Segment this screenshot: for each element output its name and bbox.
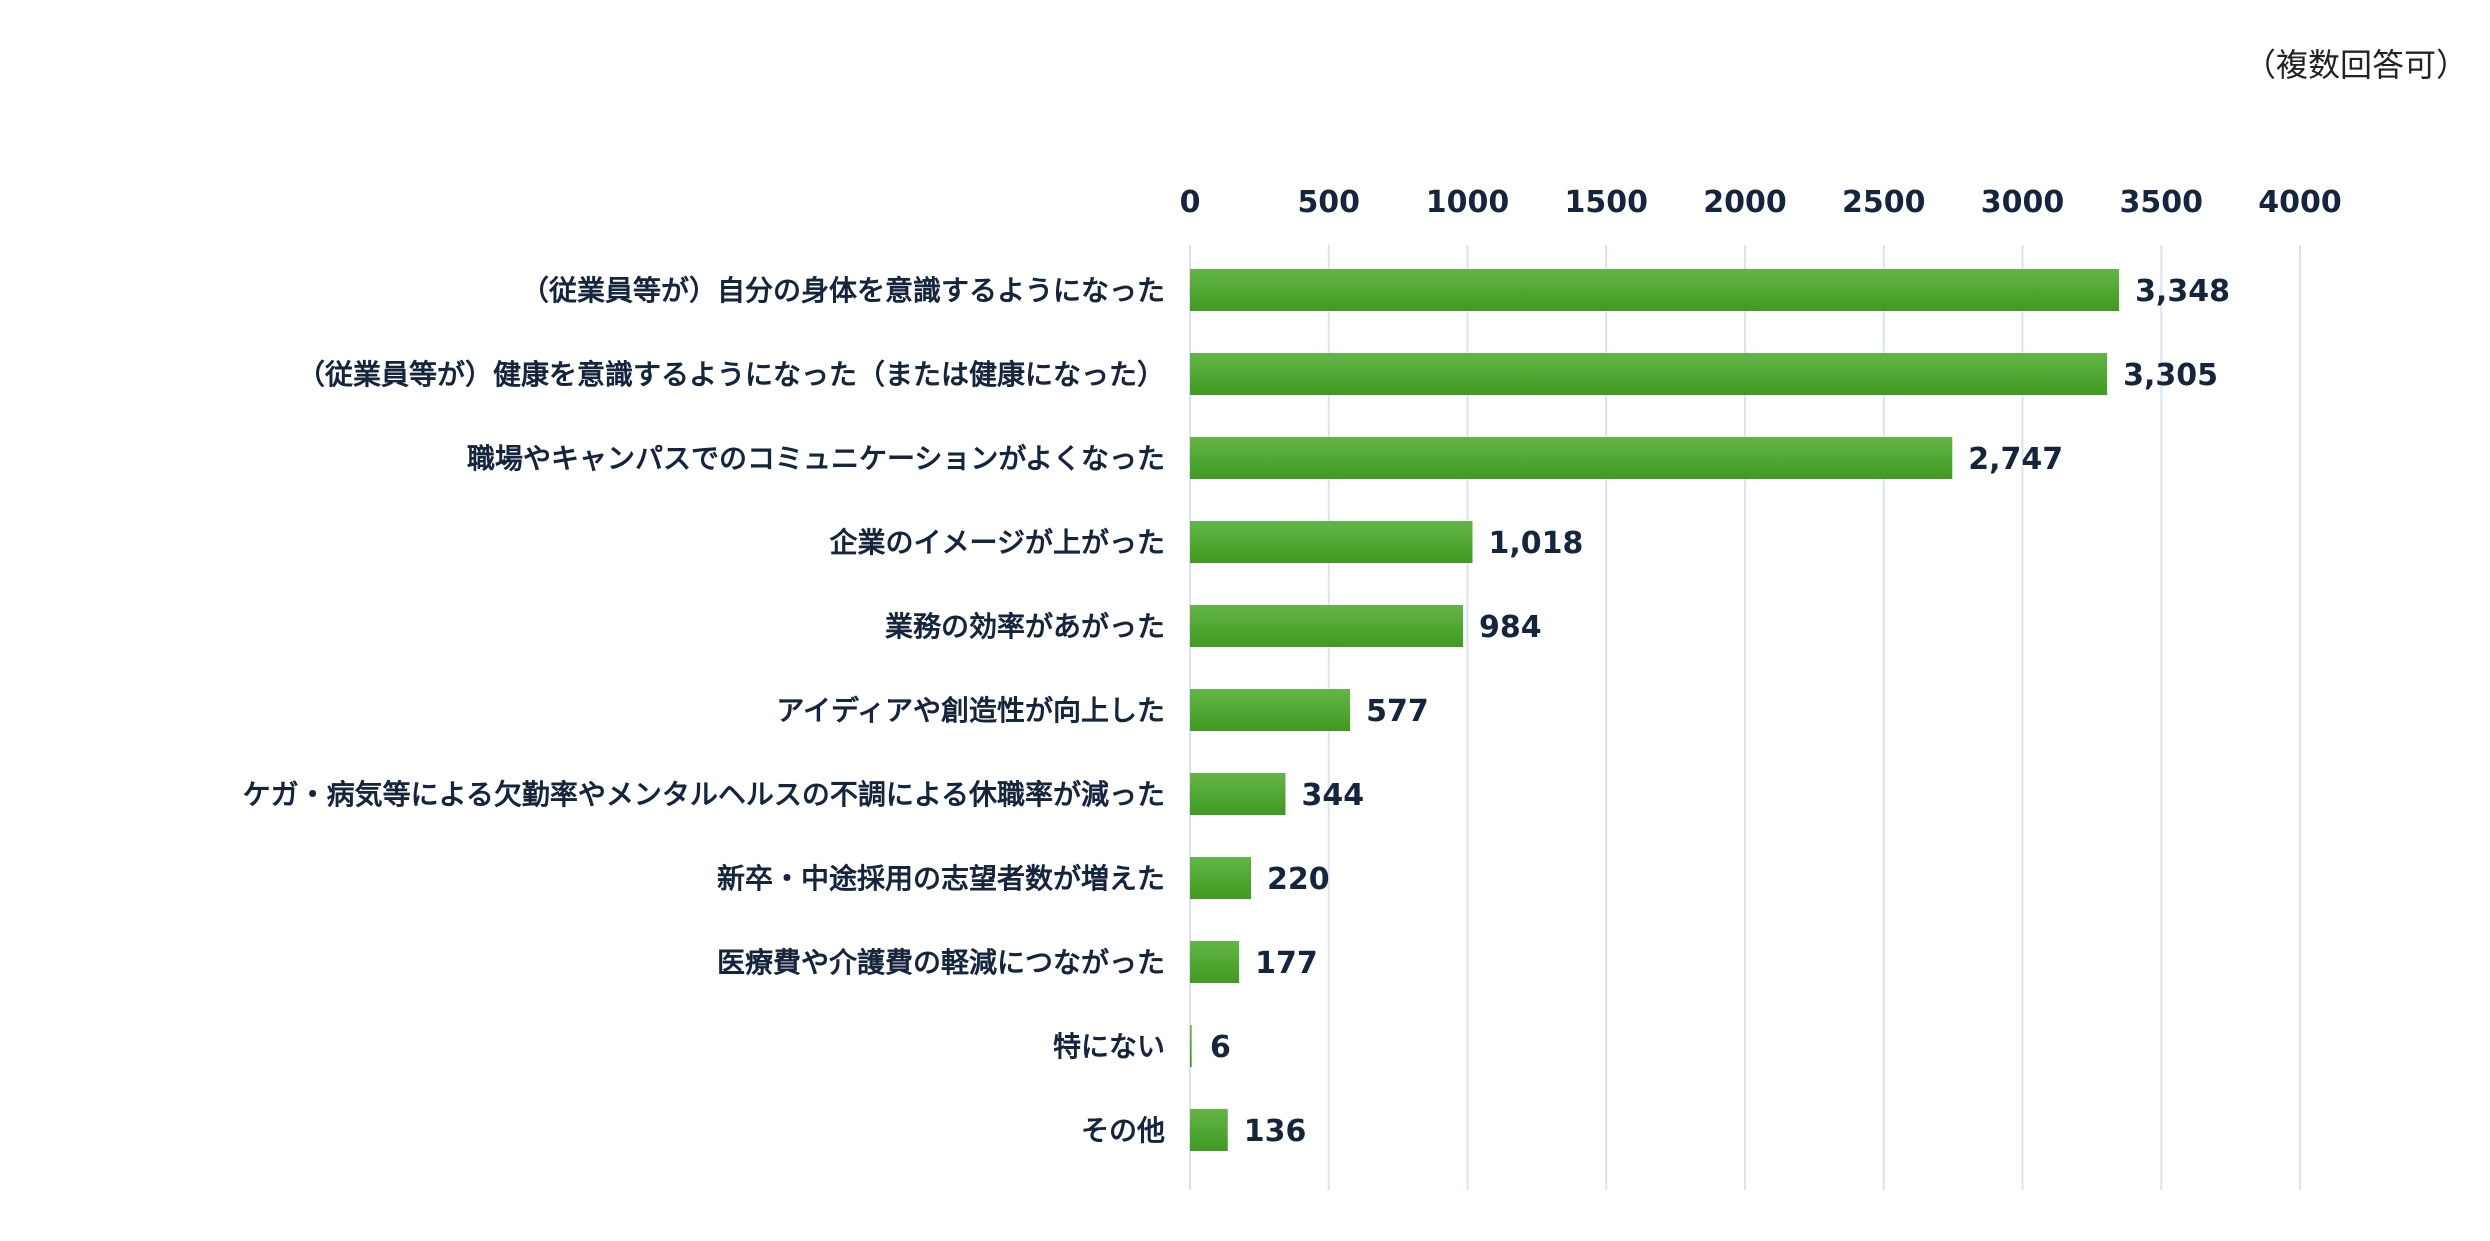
data-label: 577 bbox=[1366, 694, 1429, 729]
category-label: 新卒・中途採用の志望者数が増えた bbox=[717, 862, 1165, 895]
data-label: 220 bbox=[1267, 862, 1330, 897]
bar bbox=[1190, 773, 1286, 815]
data-label: 6 bbox=[1210, 1030, 1231, 1065]
bar bbox=[1190, 1109, 1228, 1151]
x-tick-label: 1000 bbox=[1426, 185, 1510, 220]
category-label: 特にない bbox=[1053, 1030, 1165, 1063]
bar bbox=[1190, 857, 1252, 899]
category-label: 業務の効率があがった bbox=[885, 610, 1165, 643]
x-tick-label: 2000 bbox=[1703, 185, 1787, 220]
data-label: 3,348 bbox=[2135, 274, 2230, 309]
category-label: 職場やキャンパスでのコミュニケーションがよくなった bbox=[467, 442, 1165, 475]
multiple-answers-note: （複数回答可） bbox=[2243, 46, 2468, 84]
bar bbox=[1190, 689, 1351, 731]
data-label: 344 bbox=[1301, 778, 1364, 813]
bar bbox=[1190, 437, 1953, 479]
category-label: アイディアや創造性が向上した bbox=[776, 694, 1165, 727]
x-tick-label: 0 bbox=[1180, 185, 1201, 220]
x-tick-label: 1500 bbox=[1565, 185, 1649, 220]
data-label: 1,018 bbox=[1488, 526, 1583, 561]
bar bbox=[1190, 1025, 1192, 1067]
category-label: （従業員等が）自分の身体を意識するようになった bbox=[521, 274, 1165, 307]
x-tick-label: 4000 bbox=[2258, 185, 2342, 220]
x-tick-label: 3500 bbox=[2120, 185, 2204, 220]
bar bbox=[1190, 941, 1240, 983]
data-label: 3,305 bbox=[2123, 358, 2218, 393]
category-label: その他 bbox=[1081, 1114, 1165, 1147]
data-label: 177 bbox=[1255, 946, 1318, 981]
bar bbox=[1190, 605, 1464, 647]
bar bbox=[1190, 521, 1473, 563]
x-tick-label: 2500 bbox=[1842, 185, 1926, 220]
category-label: ケガ・病気等による欠勤率やメンタルヘルスの不調による休職率が減った bbox=[243, 778, 1165, 811]
data-label: 136 bbox=[1244, 1114, 1307, 1149]
category-label: 企業のイメージが上がった bbox=[830, 526, 1165, 559]
x-tick-label: 3000 bbox=[1981, 185, 2065, 220]
data-label: 2,747 bbox=[1968, 442, 2063, 477]
x-tick-label: 500 bbox=[1297, 185, 1360, 220]
data-label: 984 bbox=[1479, 610, 1542, 645]
bar bbox=[1190, 353, 2108, 395]
category-label: 医療費や介護費の軽減につながった bbox=[717, 946, 1165, 979]
category-label: （従業員等が）健康を意識するようになった（または健康になった） bbox=[297, 358, 1165, 391]
bar bbox=[1190, 269, 2120, 311]
